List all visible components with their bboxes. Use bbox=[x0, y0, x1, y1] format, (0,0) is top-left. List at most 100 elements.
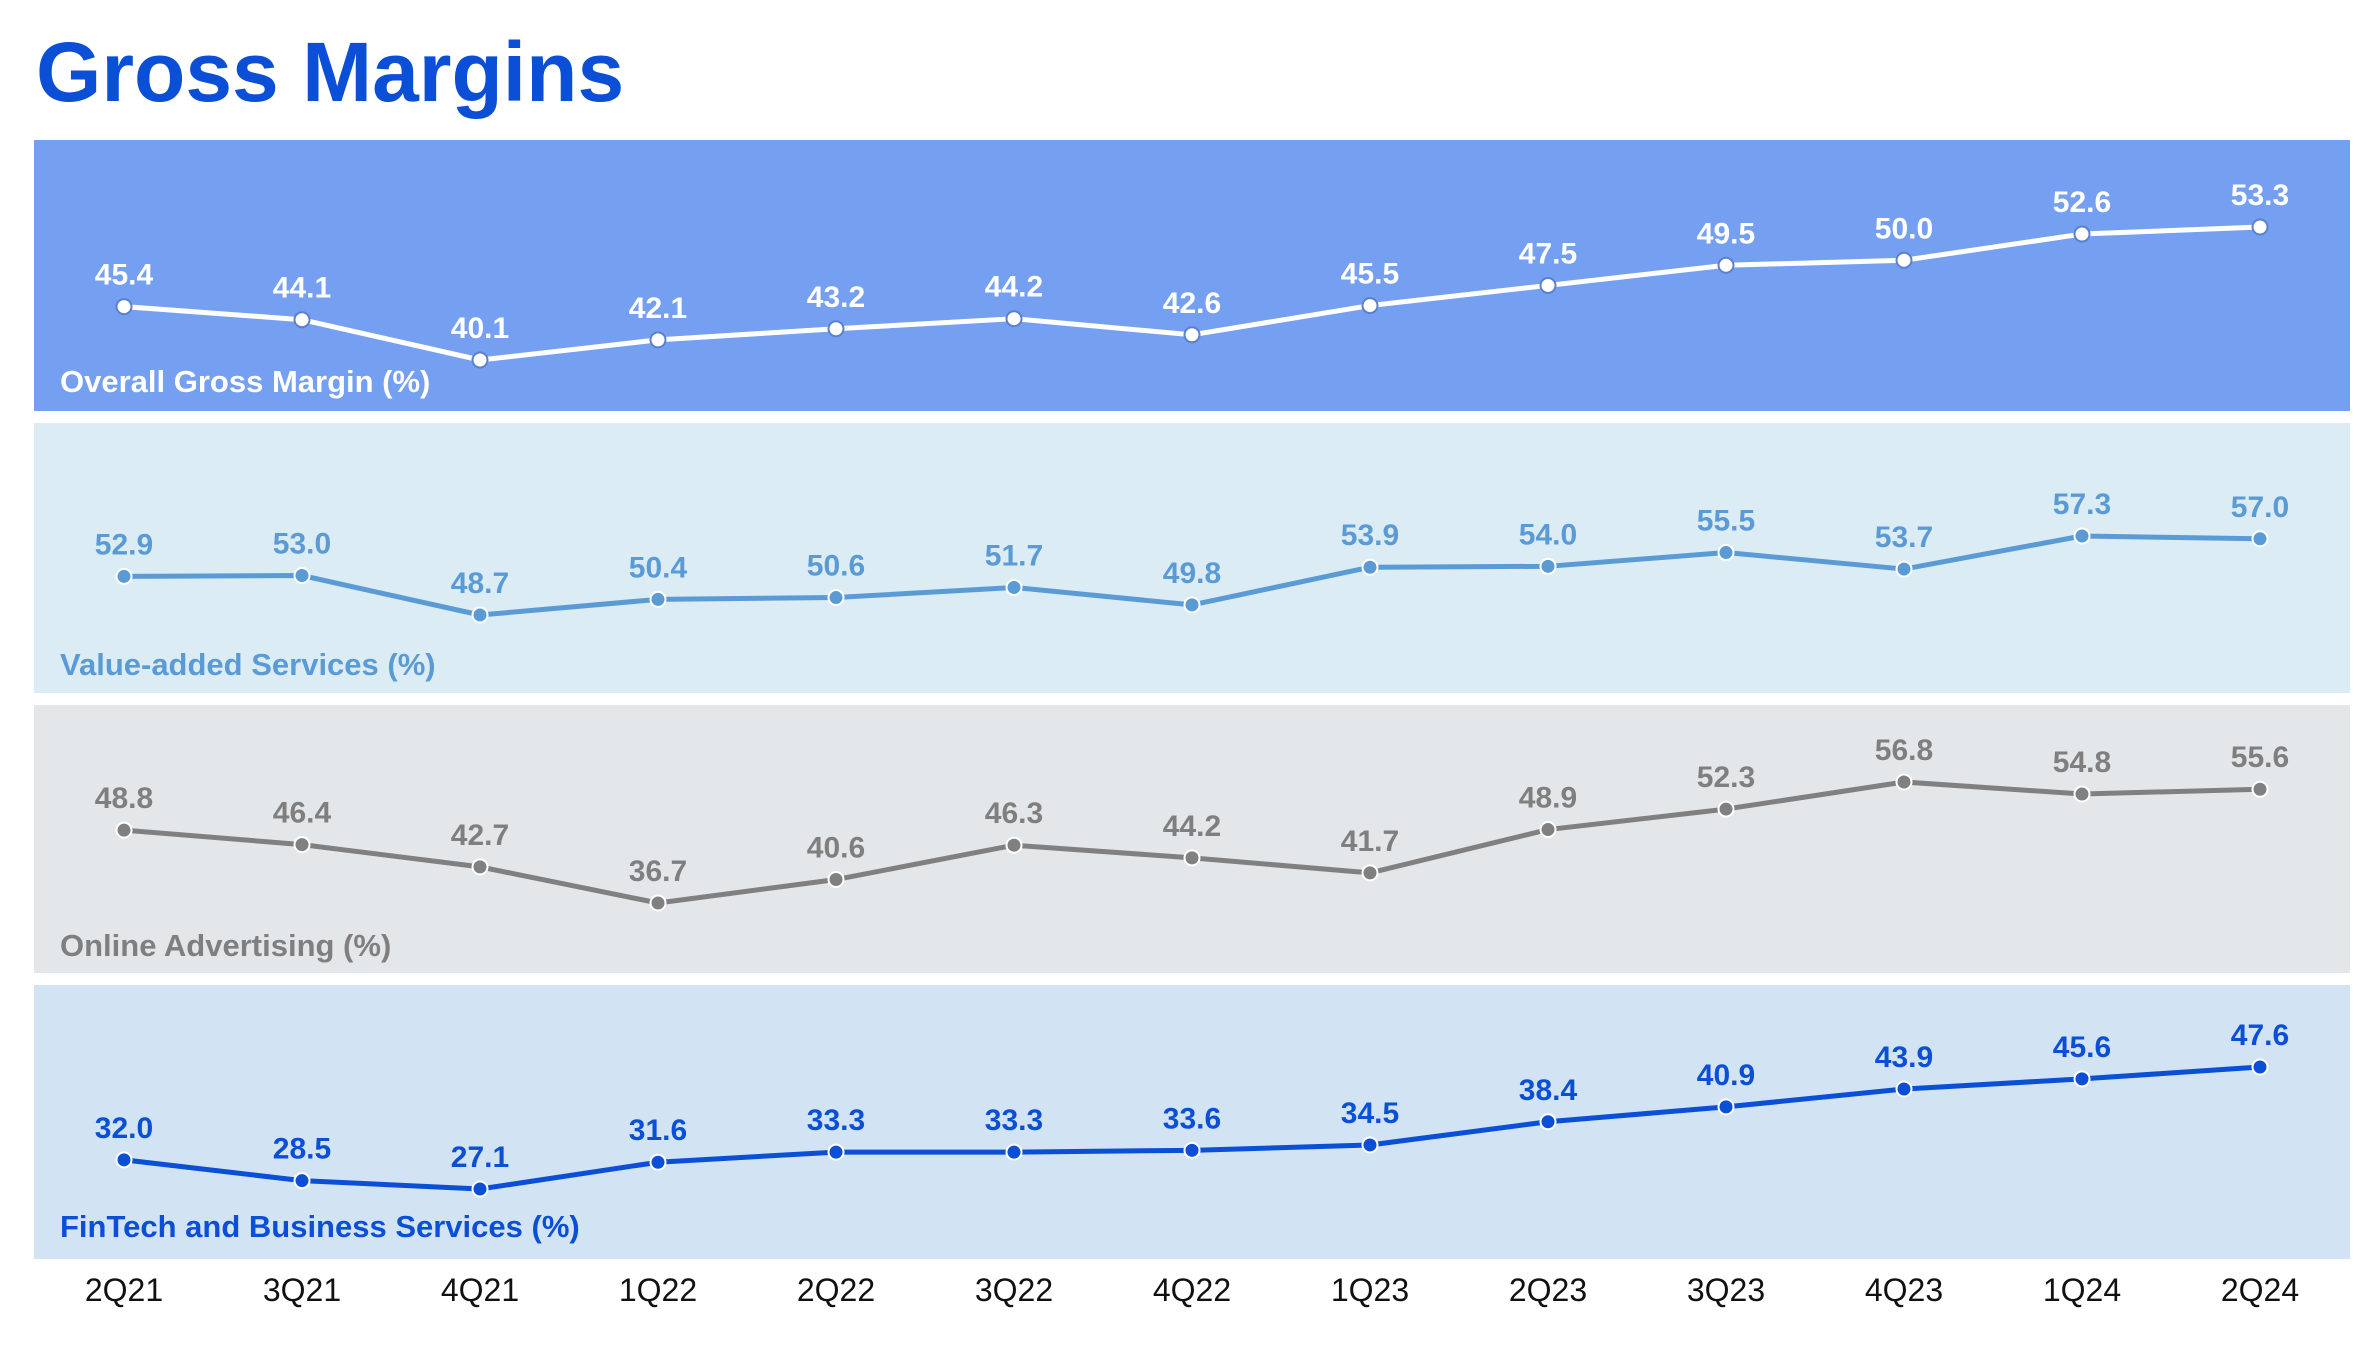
x-tick-label: 4Q21 bbox=[440, 1272, 520, 1308]
data-point-overall-gross-margin-1q23 bbox=[1361, 297, 1379, 315]
data-point-value-added-services-1q23 bbox=[1361, 558, 1379, 576]
data-label-value-added-services-4q23: 53.7 bbox=[1875, 521, 1933, 554]
data-label-online-advertising-1q24: 54.8 bbox=[2053, 746, 2111, 779]
data-label-value-added-services-1q24: 57.3 bbox=[2053, 488, 2111, 521]
data-point-value-added-services-2q23 bbox=[1539, 557, 1557, 575]
x-tick-label: 2Q22 bbox=[796, 1272, 876, 1308]
panel-label-fintech-business-services: FinTech and Business Services (%) bbox=[60, 1209, 580, 1244]
data-point-value-added-services-1q24 bbox=[2073, 527, 2091, 545]
data-label-online-advertising-3q23: 52.3 bbox=[1697, 761, 1755, 794]
data-label-online-advertising-3q22: 46.3 bbox=[985, 797, 1043, 830]
x-tick-label: 3Q23 bbox=[1686, 1272, 1766, 1308]
data-point-value-added-services-4q22 bbox=[1183, 596, 1201, 614]
data-label-fintech-business-services-4q23: 43.9 bbox=[1875, 1041, 1933, 1074]
data-label-online-advertising-1q23: 41.7 bbox=[1341, 825, 1399, 858]
data-point-value-added-services-3q23 bbox=[1717, 544, 1735, 562]
panel-label-value-added-services: Value-added Services (%) bbox=[60, 647, 436, 682]
data-label-value-added-services-1q22: 50.4 bbox=[629, 551, 688, 584]
data-label-value-added-services-2q22: 50.6 bbox=[807, 550, 865, 583]
data-point-online-advertising-3q21 bbox=[293, 836, 311, 854]
data-point-fintech-business-services-2q21 bbox=[115, 1151, 133, 1169]
data-label-online-advertising-2q22: 40.6 bbox=[807, 832, 865, 865]
data-label-value-added-services-3q22: 51.7 bbox=[985, 539, 1043, 572]
x-tick-label: 1Q22 bbox=[618, 1272, 698, 1308]
x-tick-label: 1Q23 bbox=[1330, 1272, 1410, 1308]
data-label-overall-gross-margin-2q21: 45.4 bbox=[95, 259, 154, 292]
data-point-overall-gross-margin-2q21 bbox=[115, 298, 133, 316]
data-label-online-advertising-4q21: 42.7 bbox=[451, 819, 509, 852]
data-label-value-added-services-3q23: 55.5 bbox=[1697, 505, 1755, 538]
data-label-overall-gross-margin-2q22: 43.2 bbox=[807, 281, 865, 314]
data-point-online-advertising-1q22 bbox=[649, 894, 667, 912]
data-point-fintech-business-services-3q23 bbox=[1717, 1098, 1735, 1116]
overall-gross-margin-panel: Overall Gross Margin (%) bbox=[34, 140, 2350, 411]
x-tick-label: 3Q21 bbox=[262, 1272, 342, 1308]
data-point-fintech-business-services-3q22 bbox=[1005, 1143, 1023, 1161]
data-label-fintech-business-services-3q23: 40.9 bbox=[1697, 1059, 1755, 1092]
data-point-value-added-services-3q21 bbox=[293, 567, 311, 584]
data-point-online-advertising-4q21 bbox=[471, 858, 489, 876]
data-label-online-advertising-2q23: 48.9 bbox=[1519, 782, 1577, 815]
data-point-fintech-business-services-2q24 bbox=[2251, 1058, 2269, 1076]
x-tick-label: 4Q22 bbox=[1152, 1272, 1232, 1308]
data-label-overall-gross-margin-3q21: 44.1 bbox=[273, 272, 331, 305]
data-point-online-advertising-1q23 bbox=[1361, 864, 1379, 882]
data-point-overall-gross-margin-4q23 bbox=[1895, 251, 1913, 269]
data-label-value-added-services-1q23: 53.9 bbox=[1341, 519, 1399, 552]
data-point-overall-gross-margin-2q22 bbox=[827, 320, 845, 338]
data-point-fintech-business-services-3q21 bbox=[293, 1172, 311, 1190]
data-point-online-advertising-3q22 bbox=[1005, 836, 1023, 854]
data-label-value-added-services-2q24: 57.0 bbox=[2231, 491, 2289, 524]
data-label-fintech-business-services-3q22: 33.3 bbox=[985, 1104, 1043, 1137]
data-label-value-added-services-2q21: 52.9 bbox=[95, 528, 153, 561]
data-point-value-added-services-4q21 bbox=[471, 606, 489, 624]
data-point-overall-gross-margin-3q21 bbox=[293, 311, 311, 329]
data-label-overall-gross-margin-3q23: 49.5 bbox=[1697, 217, 1755, 250]
data-point-fintech-business-services-4q23 bbox=[1895, 1080, 1913, 1098]
data-point-online-advertising-2q22 bbox=[827, 871, 845, 889]
x-tick-label: 1Q24 bbox=[2042, 1272, 2122, 1308]
data-point-value-added-services-2q21 bbox=[115, 567, 133, 585]
data-point-overall-gross-margin-2q24 bbox=[2251, 218, 2269, 236]
data-label-overall-gross-margin-4q22: 42.6 bbox=[1163, 287, 1221, 320]
data-point-value-added-services-2q24 bbox=[2251, 530, 2269, 548]
data-point-value-added-services-1q22 bbox=[649, 590, 667, 608]
data-label-overall-gross-margin-3q22: 44.2 bbox=[985, 271, 1043, 304]
data-label-fintech-business-services-2q21: 32.0 bbox=[95, 1112, 153, 1145]
panel-label-online-advertising: Online Advertising (%) bbox=[60, 928, 392, 963]
data-label-fintech-business-services-2q22: 33.3 bbox=[807, 1104, 865, 1137]
data-label-overall-gross-margin-2q23: 47.5 bbox=[1519, 237, 1577, 270]
page-title: Gross Margins bbox=[36, 25, 625, 119]
data-label-online-advertising-2q24: 55.6 bbox=[2231, 741, 2289, 774]
data-point-value-added-services-2q22 bbox=[827, 589, 845, 607]
data-label-overall-gross-margin-4q23: 50.0 bbox=[1875, 212, 1933, 245]
panel-label-overall-gross-margin: Overall Gross Margin (%) bbox=[60, 364, 431, 399]
data-point-online-advertising-2q21 bbox=[115, 821, 133, 839]
x-tick-label: 2Q23 bbox=[1508, 1272, 1588, 1308]
data-point-online-advertising-1q24 bbox=[2073, 785, 2091, 803]
data-label-value-added-services-4q22: 49.8 bbox=[1163, 557, 1221, 590]
data-point-overall-gross-margin-1q22 bbox=[649, 331, 667, 349]
data-point-fintech-business-services-1q23 bbox=[1361, 1136, 1379, 1154]
data-label-online-advertising-4q22: 44.2 bbox=[1163, 810, 1221, 843]
fintech-business-services-panel: FinTech and Business Services (%) bbox=[34, 985, 2350, 1259]
data-point-online-advertising-4q23 bbox=[1895, 773, 1913, 791]
data-label-overall-gross-margin-1q24: 52.6 bbox=[2053, 186, 2111, 219]
data-label-online-advertising-4q23: 56.8 bbox=[1875, 734, 1933, 767]
data-label-overall-gross-margin-4q21: 40.1 bbox=[451, 312, 509, 345]
data-point-online-advertising-4q22 bbox=[1183, 849, 1201, 867]
data-point-fintech-business-services-4q22 bbox=[1183, 1141, 1201, 1159]
x-tick-label: 3Q22 bbox=[974, 1272, 1054, 1308]
x-tick-label: 2Q24 bbox=[2220, 1272, 2300, 1308]
data-point-value-added-services-4q23 bbox=[1895, 560, 1913, 578]
data-point-fintech-business-services-2q23 bbox=[1539, 1113, 1557, 1131]
data-label-overall-gross-margin-1q22: 42.1 bbox=[629, 292, 687, 325]
data-point-overall-gross-margin-3q22 bbox=[1005, 310, 1023, 328]
data-point-fintech-business-services-1q24 bbox=[2073, 1070, 2091, 1088]
data-point-overall-gross-margin-1q24 bbox=[2073, 225, 2091, 243]
data-point-overall-gross-margin-3q23 bbox=[1717, 256, 1735, 274]
data-label-value-added-services-4q21: 48.7 bbox=[451, 567, 509, 600]
x-tick-label: 4Q23 bbox=[1864, 1272, 1944, 1308]
data-label-fintech-business-services-4q22: 33.6 bbox=[1163, 1102, 1221, 1135]
